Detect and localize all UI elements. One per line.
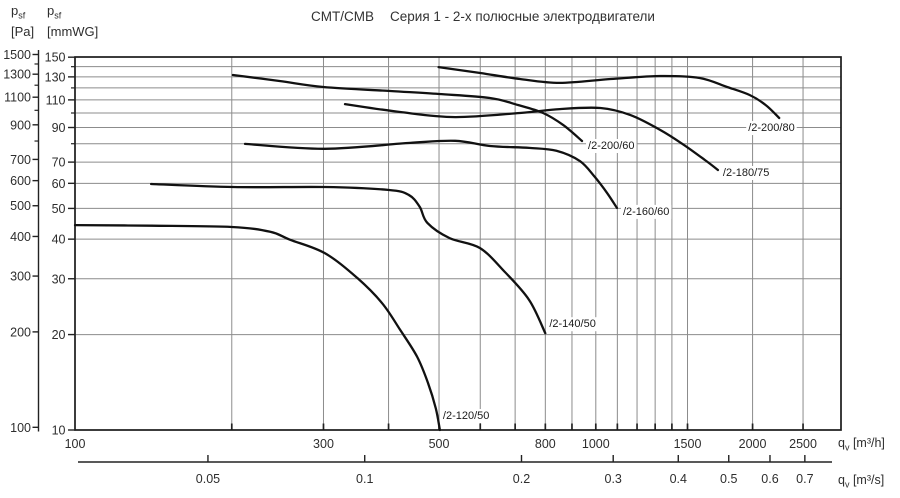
x-tick-label: 300: [313, 437, 334, 451]
x-tick-label: 2500: [789, 437, 817, 451]
x-tick-label: 1500: [674, 437, 702, 451]
mmwg-tick-label: 70: [52, 156, 66, 170]
x-tick-label: 1000: [582, 437, 610, 451]
y-axis-title-mmwg: psf [mmWG]: [47, 3, 98, 40]
x-axis-title-m3h: qv [m³/h]: [838, 436, 885, 453]
curve-label-bg: [440, 409, 492, 423]
chart-title: CMT/CMB Серия 1 - 2-х полюсные электродви…: [100, 9, 866, 24]
curve-label: /2-200/80: [748, 122, 794, 134]
curve-/2-200/80: [437, 65, 781, 120]
pa-tick-label: 1100: [4, 91, 31, 105]
pa-tick-label: 300: [10, 270, 31, 284]
m3s-tick-label: 0.05: [196, 472, 220, 486]
curve-/2-120/50: [73, 223, 442, 432]
x-tick-label: 2000: [739, 437, 767, 451]
mmwg-tick-label: 50: [52, 202, 66, 216]
y-axis-unit-pa: [Pa]: [11, 23, 35, 39]
x-tick-label: 100: [65, 437, 86, 451]
y-axis-symbol-pa: psf: [11, 3, 26, 21]
x-tick-label: 500: [429, 437, 450, 451]
mmwg-tick-label: 60: [52, 177, 66, 191]
pa-tick-label: 1300: [3, 68, 31, 82]
curve-label-bg: [620, 204, 672, 219]
curve-label: /2-200/60: [588, 140, 634, 152]
curve-label-bg: [586, 138, 637, 153]
m3s-tick-label: 0.6: [761, 472, 778, 486]
pa-tick-label: 1500: [3, 48, 31, 62]
m3s-tick-label: 0.2: [513, 472, 530, 486]
m3s-tick-label: 0.1: [356, 472, 373, 486]
mmwg-tick-label: 150: [45, 51, 66, 65]
curve-/2-140/50: [149, 182, 547, 335]
pa-tick-label: 100: [10, 421, 31, 435]
pa-tick-label: 700: [10, 153, 31, 167]
m3s-tick-label: 0.5: [720, 472, 737, 486]
mmwg-tick-label: 40: [52, 233, 66, 247]
mmwg-tick-label: 10: [52, 424, 66, 438]
y-axis-unit-mmwg: [mmWG]: [47, 23, 99, 39]
pa-tick-label: 400: [10, 230, 31, 244]
plot-frame: [74, 56, 842, 431]
curve-label-bg: [720, 165, 772, 180]
pa-tick-label: 500: [10, 199, 31, 213]
pa-tick-label: 200: [10, 325, 31, 339]
curve-label-bg: [746, 121, 797, 136]
curve-/2-200/60: [231, 73, 584, 143]
curve-label: /2-120/50: [443, 410, 489, 422]
curve-/2-180/75: [343, 102, 720, 172]
curve-label-bg: [547, 317, 598, 332]
x-tick-label: 800: [535, 437, 556, 451]
chart-title-series: Серия 1 - 2-х полюсные электродвигатели: [390, 9, 655, 24]
curve-label: /2-180/75: [723, 167, 769, 179]
curve-label: /2-160/60: [623, 206, 669, 218]
m3s-tick-label: 0.4: [670, 472, 687, 486]
mmwg-tick-label: 130: [45, 70, 66, 84]
x-axis-title-m3s: qv [m³/s]: [838, 473, 885, 490]
curve-label: /2-140/50: [549, 318, 595, 330]
chart-title-product: CMT/CMB: [311, 9, 375, 24]
mmwg-tick-label: 20: [52, 328, 66, 342]
m3s-tick-label: 0.3: [605, 472, 622, 486]
mmwg-tick-label: 110: [46, 93, 66, 107]
mmwg-tick-label: 30: [52, 272, 66, 286]
pa-tick-label: 900: [10, 118, 31, 132]
curve-/2-160/60: [243, 139, 619, 210]
mmwg-tick-label: 90: [52, 121, 66, 135]
y-axis-symbol-mmwg: psf: [47, 3, 62, 21]
pa-tick-label: 600: [10, 174, 31, 188]
m3s-tick-label: 0.7: [796, 472, 813, 486]
y-axis-title-pa: psf [Pa]: [11, 3, 34, 40]
